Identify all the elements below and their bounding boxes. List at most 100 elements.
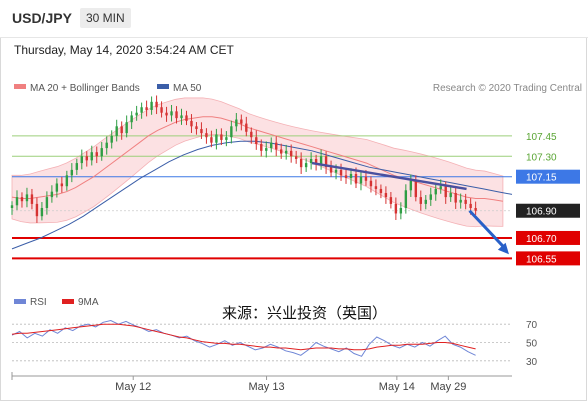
level-tag bbox=[516, 203, 580, 218]
candle-body bbox=[284, 150, 288, 154]
symbol-title: USD/JPY bbox=[12, 10, 72, 26]
candle-body bbox=[65, 175, 69, 187]
legend-swatch bbox=[14, 84, 26, 89]
candle-body bbox=[314, 158, 318, 165]
candle-body bbox=[85, 156, 88, 161]
candle-body bbox=[319, 156, 323, 165]
level-tag bbox=[516, 169, 580, 184]
candle-body bbox=[140, 107, 143, 113]
candle-body bbox=[459, 199, 462, 203]
candle-body bbox=[294, 156, 298, 159]
legend-swatch bbox=[157, 84, 169, 89]
candle-body bbox=[155, 101, 158, 108]
bollinger-band bbox=[11, 97, 504, 228]
candle-body bbox=[120, 126, 123, 134]
candle-body bbox=[105, 142, 108, 149]
candle-body bbox=[225, 137, 228, 140]
candle-body bbox=[289, 150, 293, 157]
rsi-line bbox=[11, 319, 476, 357]
candle-body bbox=[35, 203, 39, 217]
candle-body bbox=[399, 208, 403, 214]
candle-body bbox=[160, 107, 163, 113]
candle-body bbox=[50, 191, 54, 198]
candle-body bbox=[30, 194, 34, 204]
candle-body bbox=[135, 112, 138, 116]
rsi-legend-swatch bbox=[62, 299, 74, 304]
candle-body bbox=[215, 134, 218, 143]
candle-body bbox=[324, 156, 328, 168]
candle-body bbox=[339, 169, 343, 176]
candle-body bbox=[95, 152, 98, 157]
candle-body bbox=[449, 193, 452, 198]
candle-body bbox=[15, 197, 19, 206]
rsi-legend-label: 9MA bbox=[78, 297, 99, 308]
rsi-legend-label: RSI bbox=[30, 297, 47, 308]
candle-body bbox=[45, 197, 49, 209]
candle-body bbox=[275, 142, 278, 150]
candle-body bbox=[280, 149, 283, 154]
ma20-line bbox=[11, 116, 503, 202]
level-label: 107.15 bbox=[526, 173, 557, 184]
candle-body bbox=[175, 111, 178, 119]
candle-body bbox=[394, 203, 398, 214]
legend-label: MA 50 bbox=[173, 83, 202, 94]
chart-header: USD/JPY 30 MIN bbox=[0, 0, 588, 38]
candle-body bbox=[100, 148, 103, 157]
forecast-arrow bbox=[468, 209, 507, 250]
candle-body bbox=[409, 180, 413, 191]
candle-body bbox=[260, 144, 263, 151]
timeframe-badge[interactable]: 30 MIN bbox=[80, 8, 131, 28]
candle-body bbox=[55, 183, 59, 192]
candle-body bbox=[304, 163, 308, 168]
level-label: 106.55 bbox=[526, 254, 557, 265]
candle-body bbox=[434, 188, 437, 195]
x-tick-label: May 14 bbox=[379, 381, 415, 393]
candle-body bbox=[419, 197, 422, 204]
candle-body bbox=[205, 133, 208, 138]
candle-body bbox=[454, 193, 457, 203]
candle-body bbox=[170, 111, 173, 116]
candle-body bbox=[245, 123, 248, 132]
candle-body bbox=[60, 183, 64, 187]
candle-body bbox=[344, 175, 348, 179]
candle-body bbox=[354, 173, 358, 184]
candle-body bbox=[20, 197, 24, 202]
level-label: 106.70 bbox=[526, 234, 557, 245]
x-tick-label: May 13 bbox=[249, 381, 285, 393]
candle-body bbox=[439, 186, 442, 189]
candle-body bbox=[220, 134, 223, 140]
candle-body bbox=[424, 199, 427, 204]
candle-body bbox=[469, 203, 472, 209]
candle-body bbox=[190, 120, 193, 127]
candle-body bbox=[429, 194, 432, 200]
rsi-ma-line bbox=[11, 323, 476, 351]
rsi-legend-swatch bbox=[14, 299, 26, 304]
candle-body bbox=[379, 188, 383, 194]
candle-body bbox=[250, 131, 253, 138]
x-tick-label: May 12 bbox=[115, 381, 151, 393]
candle-body bbox=[265, 148, 268, 151]
rsi-tick-label: 70 bbox=[526, 320, 538, 331]
candle-body bbox=[70, 169, 74, 176]
candle-body bbox=[334, 169, 338, 173]
x-tick-label: May 29 bbox=[430, 381, 466, 393]
candle-body bbox=[349, 173, 353, 179]
candle-body bbox=[240, 119, 243, 124]
candle-body bbox=[200, 129, 203, 134]
candle-body bbox=[414, 180, 418, 198]
candle-body bbox=[185, 115, 188, 121]
candle-body bbox=[474, 208, 477, 211]
candle-body bbox=[40, 208, 44, 217]
legend-label: MA 20 + Bollinger Bands bbox=[30, 83, 140, 94]
candle-body bbox=[364, 176, 368, 181]
level-tag bbox=[516, 251, 580, 266]
candle-body bbox=[25, 194, 29, 202]
candle-body bbox=[374, 186, 378, 189]
candle-body bbox=[270, 142, 273, 149]
candle-body bbox=[90, 152, 93, 161]
candle-body bbox=[80, 156, 83, 164]
ma50-line bbox=[11, 140, 513, 250]
candle-body bbox=[464, 199, 467, 204]
rsi-tick-label: 30 bbox=[526, 357, 538, 368]
